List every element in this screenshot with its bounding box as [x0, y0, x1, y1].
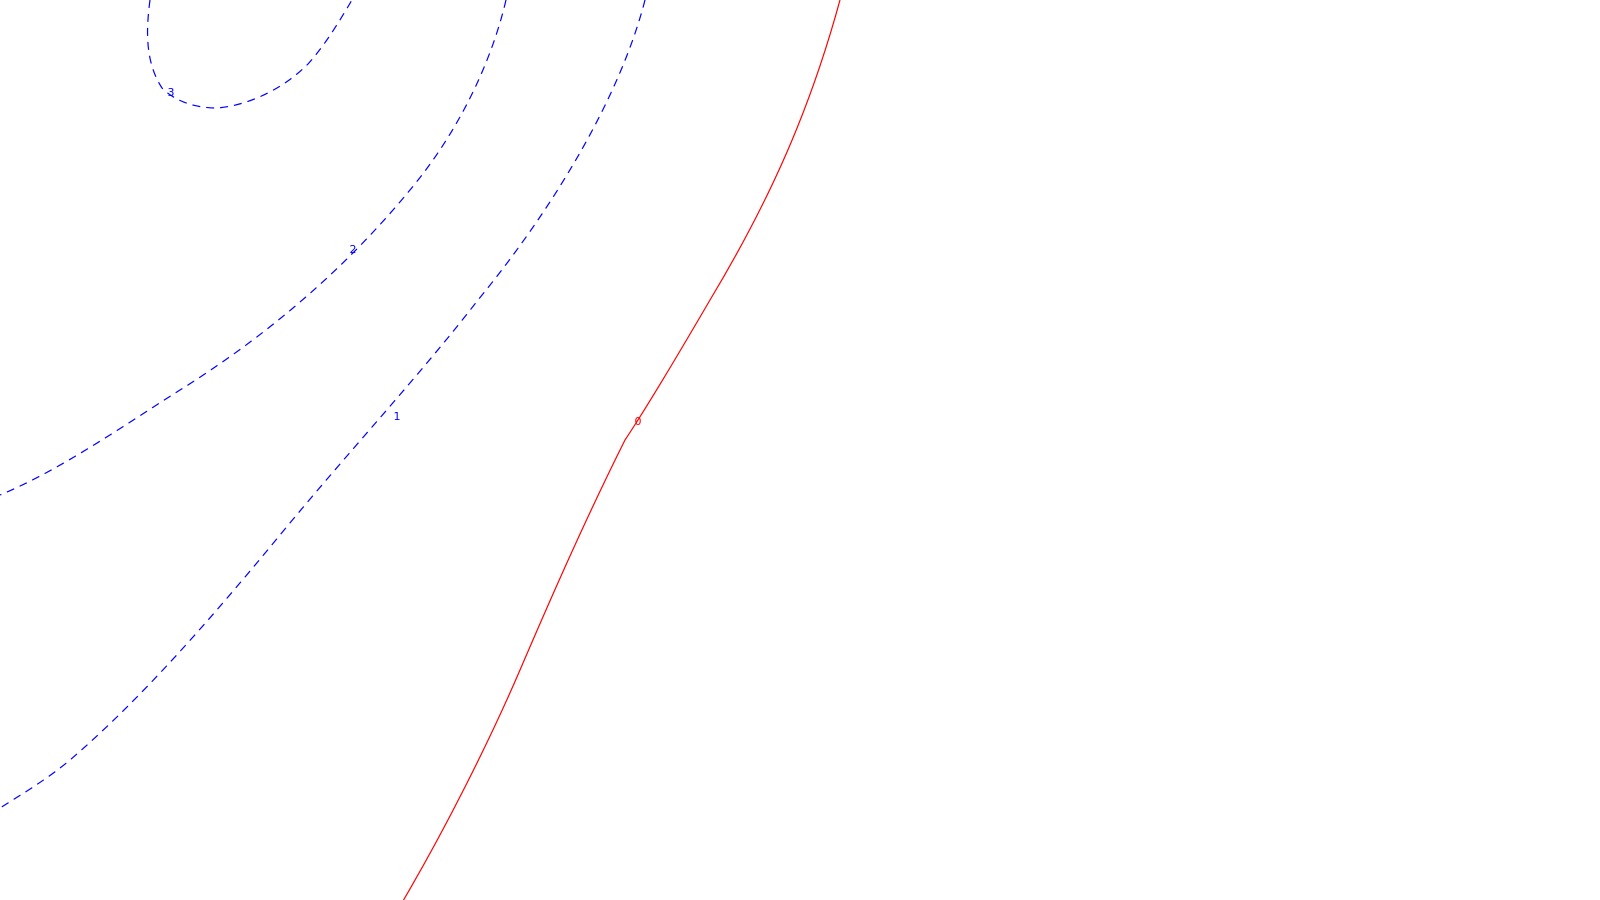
contour-line-level-2 [0, 0, 507, 496]
contour-labels: 3 2 1 0 [168, 86, 642, 428]
contour-label-level-1: 1 [394, 410, 401, 423]
contour-lines [0, 0, 841, 900]
contour-line-level-3 [147, 0, 353, 109]
contour-line-level-1 [0, 0, 646, 809]
contour-label-level-3: 3 [168, 86, 175, 99]
contour-label-level-0: 0 [635, 415, 642, 428]
contour-line-level-0 [402, 0, 841, 900]
contour-label-level-2: 2 [350, 243, 357, 256]
